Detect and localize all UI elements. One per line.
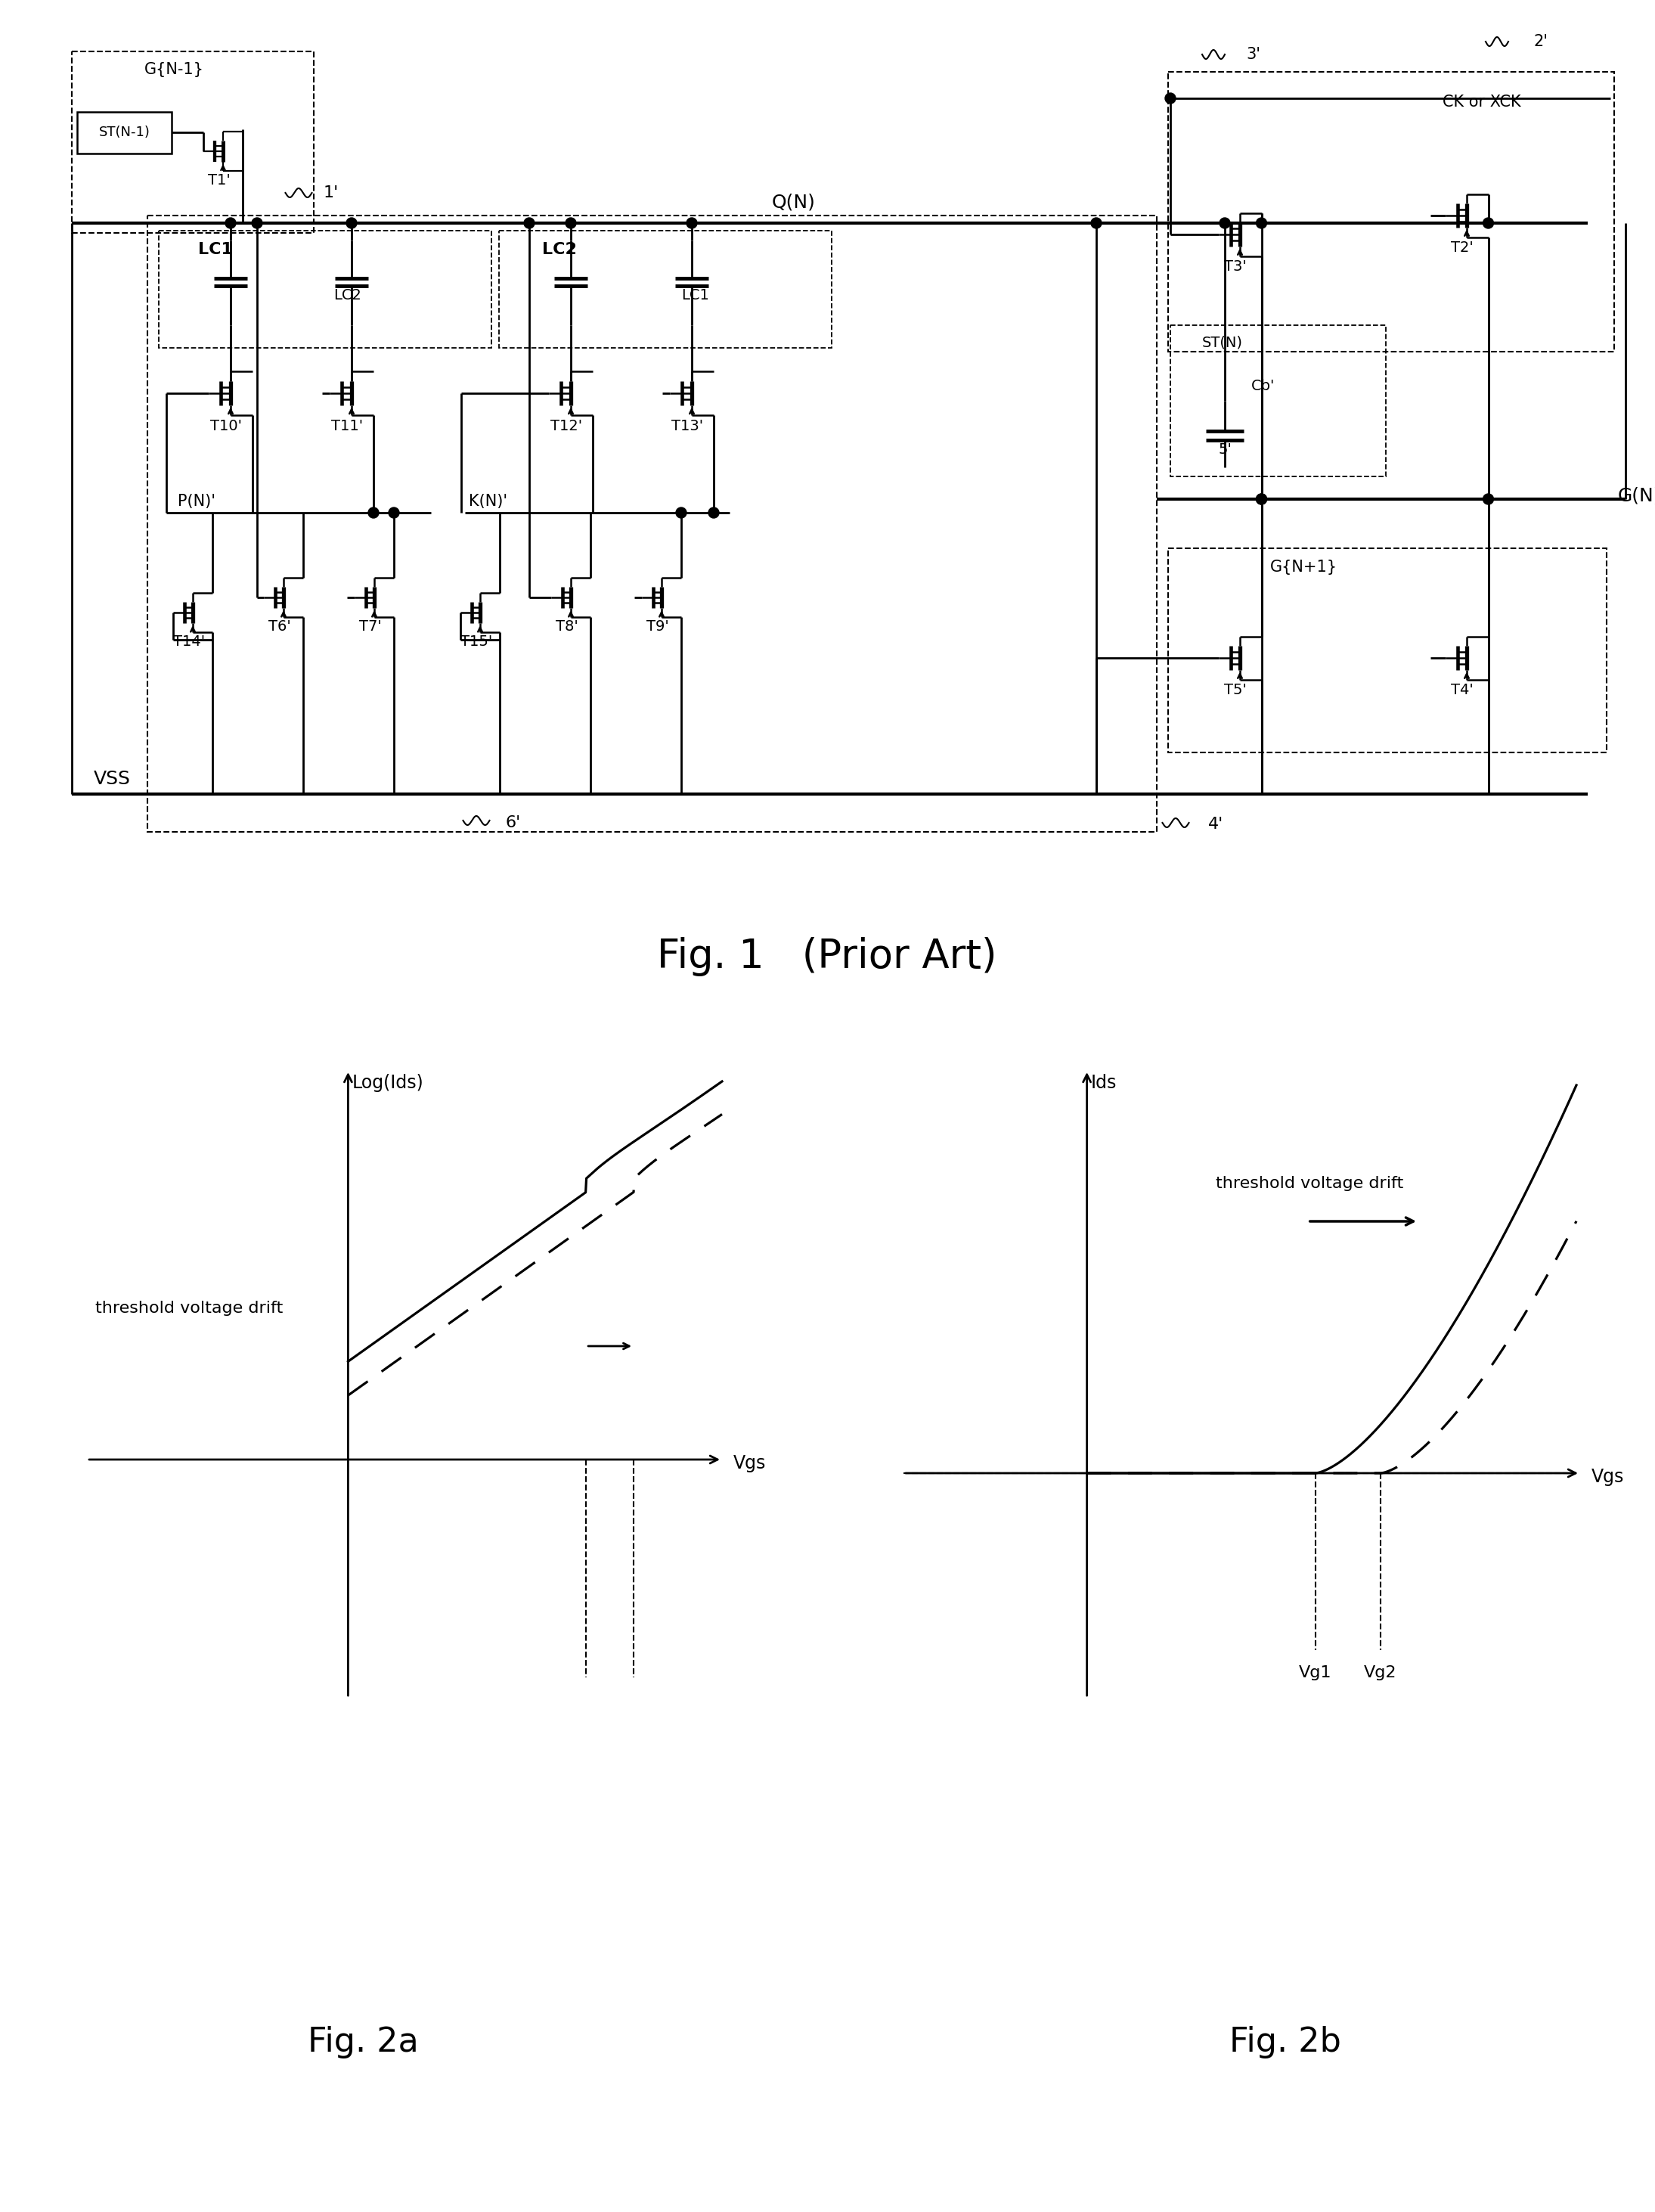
Text: T15': T15' bbox=[460, 635, 492, 650]
Circle shape bbox=[708, 507, 718, 518]
Bar bbox=[71, 51, 314, 232]
Circle shape bbox=[1256, 493, 1266, 504]
Text: T8': T8' bbox=[556, 619, 578, 635]
Text: Q(N): Q(N) bbox=[771, 195, 816, 212]
Circle shape bbox=[1483, 493, 1493, 504]
Text: Vgs: Vgs bbox=[1592, 1469, 1624, 1486]
Text: T4': T4' bbox=[1451, 684, 1473, 697]
Text: 4': 4' bbox=[1208, 816, 1223, 832]
Bar bbox=[159, 230, 492, 347]
Text: 1': 1' bbox=[323, 186, 339, 201]
Text: Cb': Cb' bbox=[1251, 378, 1274, 394]
Circle shape bbox=[346, 217, 357, 228]
Text: Ids: Ids bbox=[1091, 1073, 1117, 1093]
Text: T12': T12' bbox=[551, 418, 583, 434]
Circle shape bbox=[1220, 217, 1230, 228]
Circle shape bbox=[675, 507, 687, 518]
Circle shape bbox=[566, 217, 576, 228]
Text: Vgs: Vgs bbox=[733, 1453, 766, 1473]
Text: T5': T5' bbox=[1225, 684, 1246, 697]
Circle shape bbox=[1483, 217, 1493, 228]
Text: G{N-1}: G{N-1} bbox=[144, 62, 204, 77]
Text: T14': T14' bbox=[172, 635, 205, 650]
Text: CK or XCK: CK or XCK bbox=[1443, 95, 1521, 111]
Bar bbox=[1168, 71, 1614, 352]
Bar bbox=[500, 230, 832, 347]
Text: LC1: LC1 bbox=[199, 241, 233, 257]
Text: T11': T11' bbox=[331, 418, 362, 434]
Circle shape bbox=[525, 217, 535, 228]
Text: G(N): G(N) bbox=[1619, 487, 1655, 504]
Text: T6': T6' bbox=[268, 619, 291, 635]
Bar bbox=[1168, 549, 1607, 752]
Text: Fig. 2a: Fig. 2a bbox=[308, 2026, 419, 2057]
Text: ST(N): ST(N) bbox=[1202, 336, 1243, 349]
Text: 6': 6' bbox=[505, 816, 520, 830]
Text: Fig. 1   (Prior Art): Fig. 1 (Prior Art) bbox=[657, 938, 996, 975]
Text: Vg2: Vg2 bbox=[1364, 1666, 1397, 1681]
Text: VSS: VSS bbox=[93, 770, 131, 787]
Bar bbox=[78, 113, 172, 153]
Text: K(N)': K(N)' bbox=[468, 493, 508, 509]
Bar bbox=[147, 215, 1157, 832]
Circle shape bbox=[1165, 93, 1175, 104]
Text: Log(Ids): Log(Ids) bbox=[353, 1073, 424, 1093]
Text: threshold voltage drift: threshold voltage drift bbox=[1216, 1177, 1403, 1190]
Text: 2': 2' bbox=[1533, 33, 1547, 49]
Text: LC2: LC2 bbox=[543, 241, 578, 257]
Circle shape bbox=[389, 507, 399, 518]
Circle shape bbox=[1256, 217, 1266, 228]
Text: T1': T1' bbox=[209, 173, 230, 188]
Circle shape bbox=[687, 217, 697, 228]
Circle shape bbox=[252, 217, 263, 228]
Text: G{N+1}: G{N+1} bbox=[1269, 560, 1337, 575]
Text: T7': T7' bbox=[359, 619, 382, 635]
Text: P(N)': P(N)' bbox=[177, 493, 215, 509]
Text: T13': T13' bbox=[672, 418, 703, 434]
Bar bbox=[1170, 325, 1385, 476]
Text: T10': T10' bbox=[210, 418, 242, 434]
Text: 3': 3' bbox=[1246, 46, 1261, 62]
Text: T9': T9' bbox=[647, 619, 669, 635]
Circle shape bbox=[225, 217, 237, 228]
Circle shape bbox=[1256, 493, 1266, 504]
Circle shape bbox=[1091, 217, 1102, 228]
Text: Vg1: Vg1 bbox=[1299, 1666, 1332, 1681]
Text: threshold voltage drift: threshold voltage drift bbox=[96, 1301, 283, 1316]
Text: T2': T2' bbox=[1451, 241, 1473, 254]
Text: LC2: LC2 bbox=[334, 288, 362, 303]
Text: Fig. 2b: Fig. 2b bbox=[1230, 2026, 1341, 2057]
Text: ST(N-1): ST(N-1) bbox=[99, 126, 151, 139]
Text: LC1: LC1 bbox=[682, 288, 710, 303]
Text: T3': T3' bbox=[1225, 259, 1246, 274]
Text: 5': 5' bbox=[1218, 442, 1231, 458]
Circle shape bbox=[367, 507, 379, 518]
